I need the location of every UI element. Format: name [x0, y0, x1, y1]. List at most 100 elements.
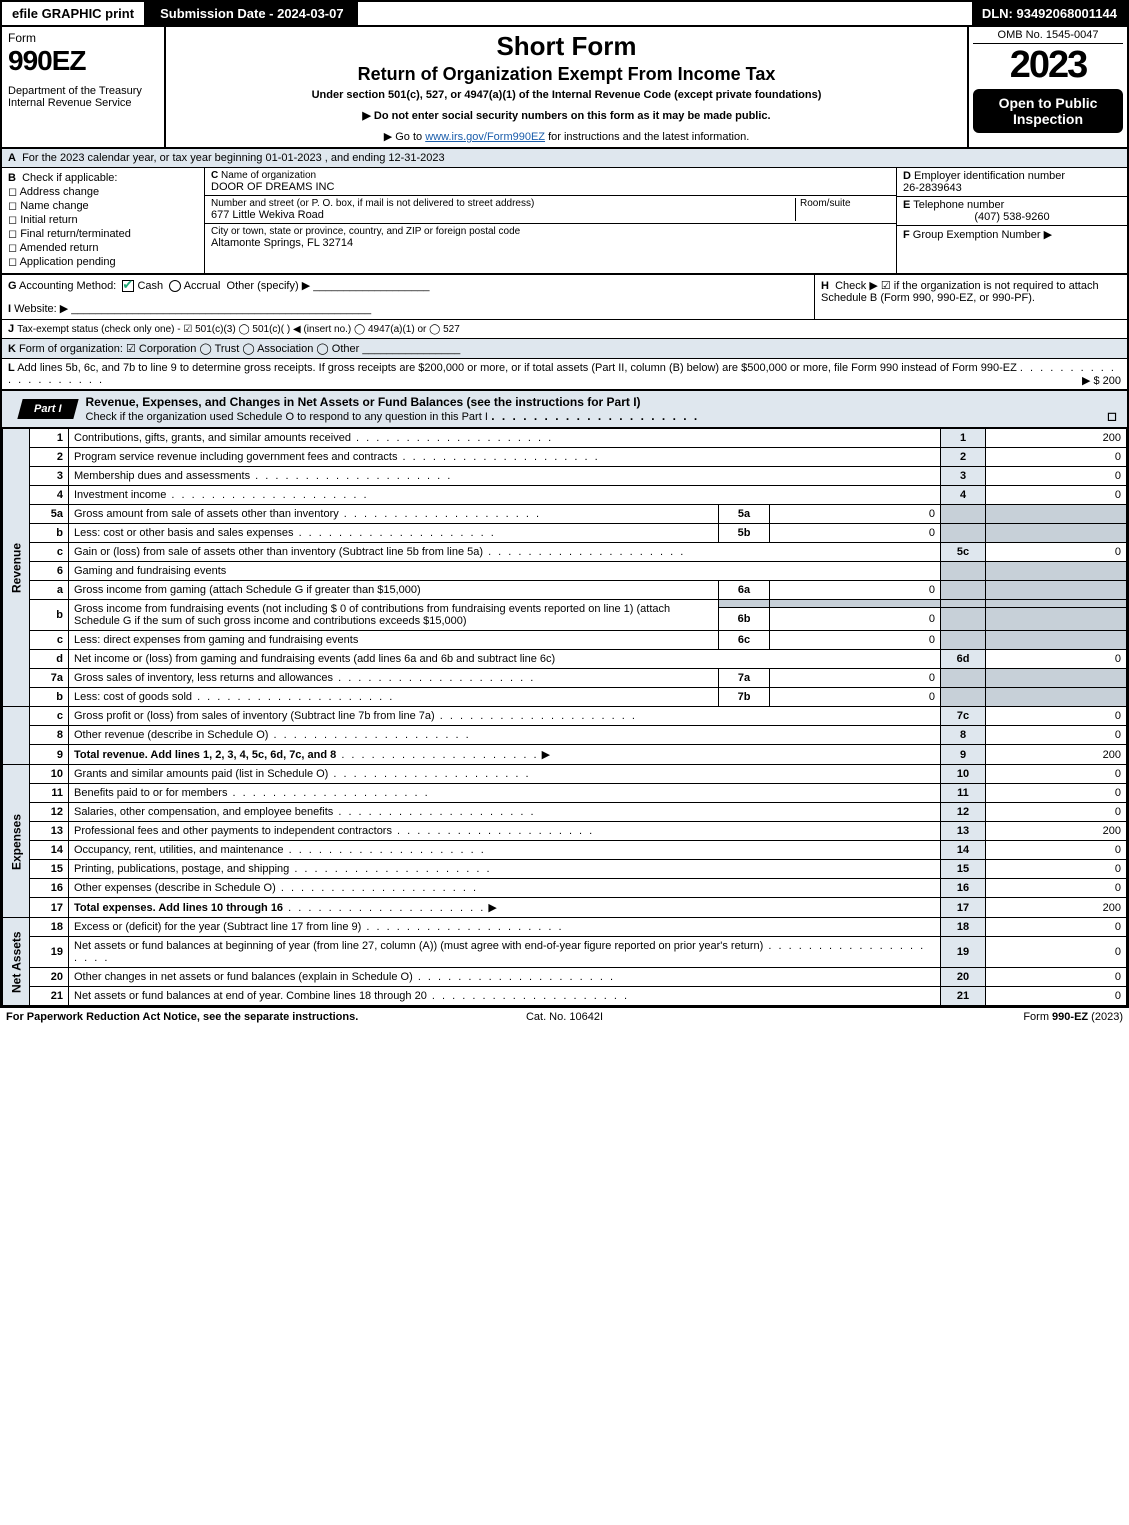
- ln-16: 16: [30, 879, 69, 898]
- desc-6: Gaming and fundraising events: [69, 562, 941, 581]
- desc-6b: Gross income from fundraising events (no…: [69, 600, 719, 631]
- e-val: (407) 538-9260: [903, 211, 1121, 223]
- rnum-5b-grey: [941, 524, 986, 543]
- rnum-2: 2: [941, 448, 986, 467]
- row-a: A For the 2023 calendar year, or tax yea…: [0, 149, 1129, 168]
- ln-7c: c: [30, 707, 69, 726]
- form-note2: ▶ Go to www.irs.gov/Form990EZ for instru…: [172, 130, 961, 143]
- rnum-6c-grey: [941, 631, 986, 650]
- ln-1: 1: [30, 429, 69, 448]
- part1-check-box[interactable]: ◻: [1107, 409, 1117, 423]
- desc-14: Occupancy, rent, utilities, and maintena…: [69, 841, 941, 860]
- rval-3: 0: [986, 467, 1127, 486]
- e-label: Telephone number: [913, 199, 1004, 211]
- ln-11: 11: [30, 784, 69, 803]
- rnum-5a-grey: [941, 505, 986, 524]
- desc-21: Net assets or fund balances at end of ye…: [69, 987, 941, 1006]
- b-label: Check if applicable:: [22, 172, 117, 184]
- rval-6c-grey: [986, 631, 1127, 650]
- col-b: B Check if applicable: ◻ Address change …: [2, 168, 205, 273]
- l-val: ▶ $ 200: [1082, 374, 1121, 387]
- midval-6b-grey1: [770, 600, 941, 608]
- rnum-5c: 5c: [941, 543, 986, 562]
- rval-12: 0: [986, 803, 1127, 822]
- midval-6b: 0: [770, 608, 941, 631]
- midval-5a: 0: [770, 505, 941, 524]
- ln-3: 3: [30, 467, 69, 486]
- footer-mid: Cat. No. 10642I: [378, 1011, 750, 1023]
- topbar-spacer: [358, 2, 972, 25]
- b-address-change[interactable]: ◻ Address change: [8, 185, 198, 198]
- b-amended-return[interactable]: ◻ Amended return: [8, 241, 198, 254]
- rval-7c: 0: [986, 707, 1127, 726]
- ln-5a: 5a: [30, 505, 69, 524]
- desc-8: Other revenue (describe in Schedule O): [69, 726, 941, 745]
- desc-20: Other changes in net assets or fund bala…: [69, 968, 941, 987]
- b-application-pending[interactable]: ◻ Application pending: [8, 255, 198, 268]
- ln-15: 15: [30, 860, 69, 879]
- rval-7a-grey: [986, 669, 1127, 688]
- irs-link[interactable]: www.irs.gov/Form990EZ: [425, 131, 545, 143]
- rval-18: 0: [986, 918, 1127, 937]
- rnum-4: 4: [941, 486, 986, 505]
- midval-7b: 0: [770, 688, 941, 707]
- rval-6-grey: [986, 562, 1127, 581]
- desc-1: Contributions, gifts, grants, and simila…: [69, 429, 941, 448]
- rval-4: 0: [986, 486, 1127, 505]
- b-initial-return[interactable]: ◻ Initial return: [8, 213, 198, 226]
- ln-21: 21: [30, 987, 69, 1006]
- vtab-netassets: Net Assets: [3, 918, 30, 1006]
- part1-check: Check if the organization used Schedule …: [86, 411, 488, 423]
- ln-6d: d: [30, 650, 69, 669]
- rval-6b-grey1: [986, 600, 1127, 608]
- rval-15: 0: [986, 860, 1127, 879]
- c-room-label: Room/suite: [800, 198, 890, 209]
- g-cash-checkbox[interactable]: [122, 280, 134, 292]
- rval-20: 0: [986, 968, 1127, 987]
- b-name-change[interactable]: ◻ Name change: [8, 199, 198, 212]
- b-final-return[interactable]: ◻ Final return/terminated: [8, 227, 198, 240]
- ln-17: 17: [30, 898, 69, 918]
- row-a-text: For the 2023 calendar year, or tax year …: [22, 152, 445, 164]
- desc-10: Grants and similar amounts paid (list in…: [69, 765, 941, 784]
- part1-tab: Part I: [17, 399, 78, 419]
- k-text: Form of organization: ☑ Corporation ◯ Tr…: [19, 343, 359, 355]
- open-public: Open to Public Inspection: [973, 89, 1123, 133]
- desc-9: Total revenue. Add lines 1, 2, 3, 4, 5c,…: [69, 745, 941, 765]
- desc-7a: Gross sales of inventory, less returns a…: [69, 669, 719, 688]
- vtab-expenses: Expenses: [3, 765, 30, 918]
- desc-11: Benefits paid to or for members: [69, 784, 941, 803]
- desc-15: Printing, publications, postage, and shi…: [69, 860, 941, 879]
- header-left: Form 990EZ Department of the Treasury In…: [2, 27, 166, 147]
- desc-5a: Gross amount from sale of assets other t…: [69, 505, 719, 524]
- rval-9: 200: [986, 745, 1127, 765]
- ln-8: 8: [30, 726, 69, 745]
- rnum-6d: 6d: [941, 650, 986, 669]
- rnum-6b-grey1: [941, 600, 986, 608]
- page-footer: For Paperwork Reduction Act Notice, see …: [0, 1007, 1129, 1026]
- footer-left: For Paperwork Reduction Act Notice, see …: [6, 1011, 378, 1023]
- ln-10: 10: [30, 765, 69, 784]
- desc-2: Program service revenue including govern…: [69, 448, 941, 467]
- rval-1: 200: [986, 429, 1127, 448]
- ln-18: 18: [30, 918, 69, 937]
- dln-label: DLN: 93492068001144: [972, 2, 1127, 25]
- efile-print-button[interactable]: efile GRAPHIC print: [2, 2, 146, 25]
- ln-2: 2: [30, 448, 69, 467]
- g-accrual-radio[interactable]: [169, 280, 181, 292]
- form-subtitle: Return of Organization Exempt From Incom…: [172, 64, 961, 85]
- rnum-13: 13: [941, 822, 986, 841]
- mid-6c: 6c: [719, 631, 770, 650]
- ln-14: 14: [30, 841, 69, 860]
- rval-8: 0: [986, 726, 1127, 745]
- rval-6b-grey2: [986, 608, 1127, 631]
- part1-table: Revenue 1 Contributions, gifts, grants, …: [0, 428, 1129, 1007]
- footer-right: Form 990-EZ (2023): [751, 1011, 1123, 1023]
- rnum-3: 3: [941, 467, 986, 486]
- rnum-15: 15: [941, 860, 986, 879]
- rnum-12: 12: [941, 803, 986, 822]
- rnum-7c: 7c: [941, 707, 986, 726]
- rval-19: 0: [986, 937, 1127, 968]
- top-bar: efile GRAPHIC print Submission Date - 20…: [0, 0, 1129, 27]
- c-street: 677 Little Wekiva Road: [211, 209, 795, 221]
